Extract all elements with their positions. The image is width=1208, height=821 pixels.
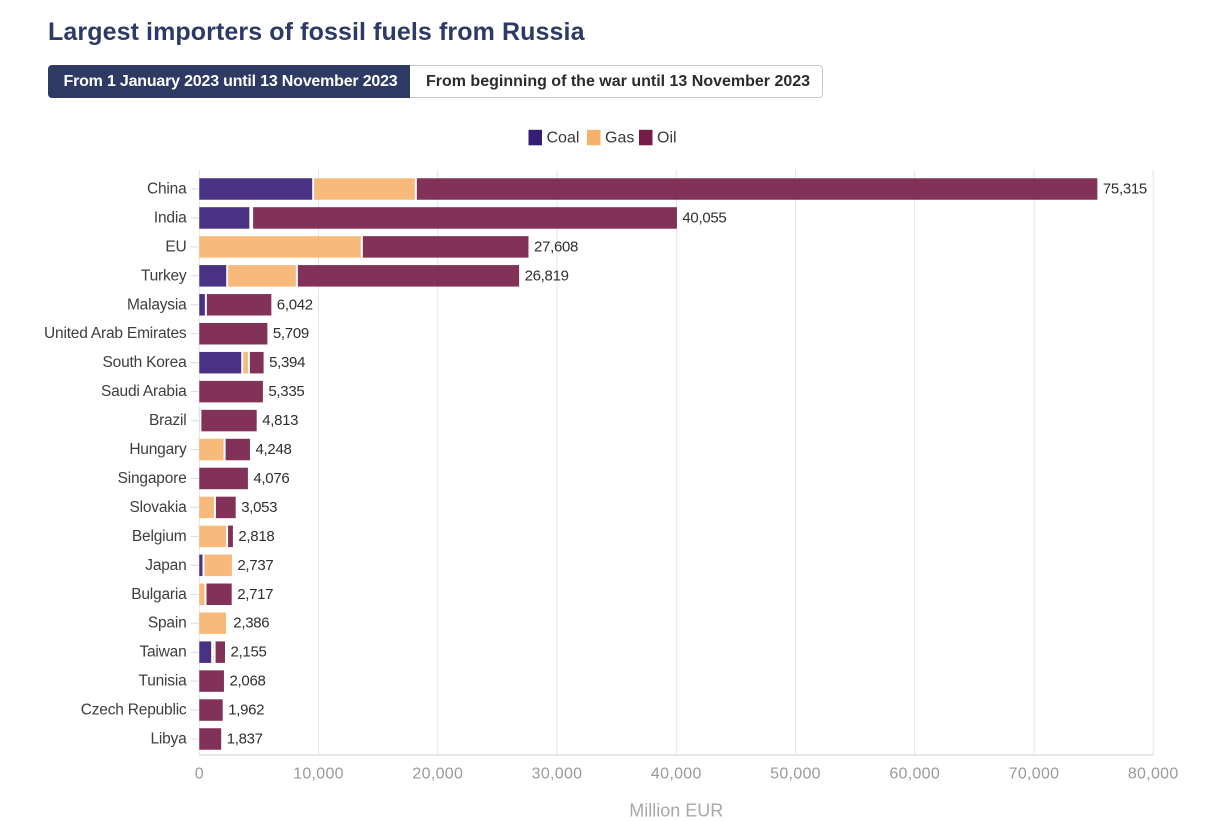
svg-text:2,737: 2,737	[237, 557, 273, 574]
svg-text:Belgium: Belgium	[132, 528, 187, 545]
svg-text:Czech Republic: Czech Republic	[81, 702, 187, 719]
svg-text:Japan: Japan	[145, 557, 186, 574]
svg-text:27,608: 27,608	[534, 238, 578, 255]
svg-text:0: 0	[195, 766, 204, 783]
svg-text:Malaysia: Malaysia	[127, 296, 187, 313]
svg-text:2,818: 2,818	[238, 528, 274, 545]
svg-text:Libya: Libya	[150, 731, 187, 748]
svg-text:4,248: 4,248	[256, 441, 292, 458]
svg-text:Tunisia: Tunisia	[139, 673, 188, 690]
svg-text:60,000: 60,000	[889, 766, 940, 783]
svg-text:2,717: 2,717	[237, 586, 273, 603]
svg-text:Saudi Arabia: Saudi Arabia	[101, 383, 187, 400]
svg-text:Taiwan: Taiwan	[139, 644, 186, 661]
svg-text:Coal: Coal	[547, 130, 580, 147]
svg-text:30,000: 30,000	[532, 766, 583, 783]
svg-text:Turkey: Turkey	[141, 267, 187, 284]
svg-text:Oil: Oil	[657, 130, 677, 147]
svg-text:Brazil: Brazil	[149, 412, 187, 429]
svg-text:United Arab Emirates: United Arab Emirates	[44, 325, 187, 342]
svg-text:5,335: 5,335	[268, 383, 304, 400]
svg-text:40,000: 40,000	[651, 766, 702, 783]
svg-text:4,813: 4,813	[262, 412, 298, 429]
svg-text:EU: EU	[165, 238, 186, 255]
svg-text:50,000: 50,000	[770, 766, 821, 783]
svg-text:5,709: 5,709	[273, 325, 309, 342]
svg-text:Million EUR: Million EUR	[629, 801, 723, 821]
svg-text:2,155: 2,155	[231, 644, 267, 661]
svg-text:26,819: 26,819	[525, 267, 569, 284]
svg-text:40,055: 40,055	[682, 209, 726, 226]
svg-text:China: China	[147, 181, 187, 198]
svg-text:70,000: 70,000	[1009, 766, 1060, 783]
svg-text:1,837: 1,837	[227, 731, 263, 748]
svg-text:2,068: 2,068	[230, 673, 266, 690]
svg-text:Hungary: Hungary	[129, 441, 187, 458]
svg-text:6,042: 6,042	[277, 296, 313, 313]
svg-text:South Korea: South Korea	[103, 354, 188, 371]
svg-text:2,386: 2,386	[233, 615, 269, 632]
svg-text:Gas: Gas	[605, 130, 634, 147]
svg-text:India: India	[154, 209, 187, 226]
svg-text:75,315: 75,315	[1103, 181, 1147, 198]
svg-text:4,076: 4,076	[253, 470, 289, 487]
svg-text:Bulgaria: Bulgaria	[131, 586, 187, 603]
svg-text:20,000: 20,000	[412, 766, 463, 783]
svg-text:Slovakia: Slovakia	[130, 499, 188, 516]
svg-text:Spain: Spain	[148, 615, 187, 632]
svg-text:Singapore: Singapore	[118, 470, 187, 487]
svg-text:80,000: 80,000	[1128, 766, 1179, 783]
svg-text:1,962: 1,962	[228, 702, 264, 719]
svg-text:5,394: 5,394	[269, 354, 305, 371]
svg-text:3,053: 3,053	[241, 499, 277, 516]
svg-text:10,000: 10,000	[293, 766, 344, 783]
